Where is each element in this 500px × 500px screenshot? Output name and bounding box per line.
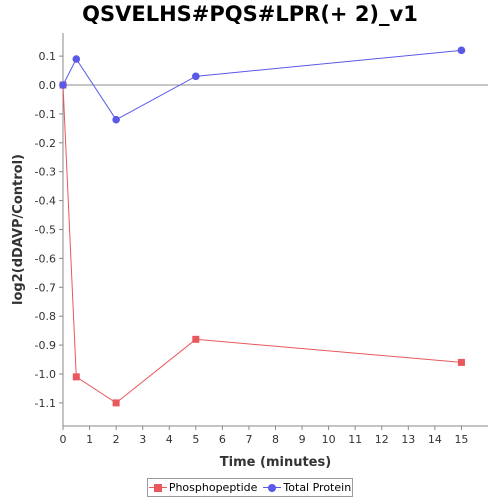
x-tick-label: 15	[454, 433, 468, 446]
x-tick-label: 5	[192, 433, 199, 446]
x-tick-label: 12	[375, 433, 389, 446]
data-point-total-protein	[192, 72, 200, 81]
data-point-total-protein	[59, 81, 67, 89]
legend-item-phosphopeptide: Phosphopeptide	[148, 481, 258, 494]
legend-swatch-circle-icon	[263, 483, 282, 493]
y-tick-label: -0.2	[35, 137, 56, 150]
legend: Phosphopeptide Total Protein	[147, 478, 353, 497]
y-tick-label: 0.1	[39, 50, 57, 63]
x-tick-label: 2	[113, 433, 120, 446]
y-tick-label: -1.0	[35, 368, 56, 381]
y-tick-label: -0.3	[35, 166, 56, 179]
legend-label: Total Protein	[283, 481, 352, 494]
data-point-total-protein	[457, 46, 466, 55]
y-tick-label: -0.7	[35, 281, 56, 294]
x-tick-label: 6	[219, 433, 226, 446]
x-tick-label: 7	[245, 433, 252, 446]
x-tick-label: 11	[348, 433, 362, 446]
y-tick-label: -0.4	[35, 195, 56, 208]
x-tick-label: 14	[428, 433, 442, 446]
x-tick-label: 3	[139, 433, 146, 446]
series-line-phosphopeptide	[62, 84, 462, 404]
series-layer	[59, 46, 466, 407]
data-point-phosphopeptide	[72, 373, 80, 381]
x-tick-label: 9	[299, 433, 306, 446]
x-tick-label: 10	[322, 433, 336, 446]
y-axis-title: log2(dDAVP/Control)	[11, 154, 26, 305]
legend-swatch-square-icon	[148, 483, 167, 493]
legend-item-total-protein: Total Protein	[263, 481, 351, 494]
legend-label: Phosphopeptide	[168, 481, 258, 494]
chart-title: QSVELHS#PQS#LPR(+ 2)_v1	[82, 2, 418, 26]
data-point-phosphopeptide	[457, 358, 465, 366]
data-point-phosphopeptide	[112, 399, 120, 407]
axes: 0.1 0.0 -0.1 -0.2 -0.3 -0.4 -0.5 -0.6 -0.7 -0.8 -0…	[35, 33, 488, 446]
x-tick-label: 8	[272, 433, 279, 446]
x-axis-title: Time (minutes)	[220, 455, 331, 470]
x-tick-label: 0	[60, 433, 67, 446]
y-tick-label: -0.9	[35, 339, 56, 352]
data-point-total-protein	[72, 55, 81, 63]
y-tick-label: -0.6	[35, 252, 56, 265]
data-point-total-protein	[112, 115, 120, 124]
data-point-phosphopeptide	[192, 335, 200, 343]
y-tick-label: -0.5	[35, 224, 56, 237]
y-tick-label: 0.0	[39, 79, 57, 92]
y-tick-label: -0.1	[35, 108, 56, 121]
x-tick-label: 1	[86, 433, 93, 446]
y-tick-label: -1.1	[35, 397, 56, 410]
x-tick-label: 13	[401, 433, 415, 446]
y-tick-label: -0.8	[35, 310, 56, 323]
x-tick-label: 4	[166, 433, 173, 446]
